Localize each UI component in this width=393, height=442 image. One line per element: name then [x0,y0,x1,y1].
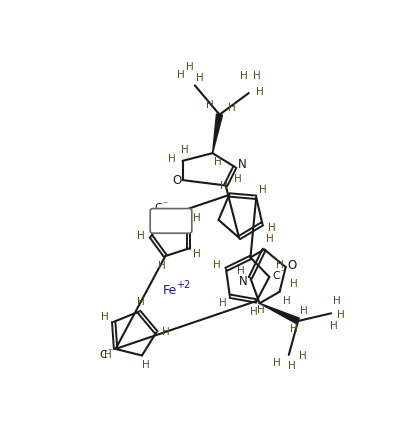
Text: ⁻: ⁻ [281,268,286,278]
Text: H: H [240,71,248,81]
Text: H: H [332,296,340,306]
Text: H: H [219,298,226,308]
Text: H: H [337,310,345,320]
Text: H: H [299,351,307,362]
Text: H: H [250,307,257,317]
Text: H: H [220,181,228,191]
Text: H: H [256,87,263,96]
Text: H: H [213,259,221,270]
Text: H: H [257,305,265,315]
Polygon shape [259,303,299,324]
Text: H: H [104,351,112,360]
Text: H: H [137,231,145,241]
Text: C: C [154,203,162,213]
Text: H: H [177,69,185,80]
Text: H: H [193,213,200,223]
Text: H: H [234,174,242,183]
Text: H: H [193,249,200,259]
Text: H: H [276,260,284,270]
Polygon shape [213,114,222,153]
Text: H: H [290,279,297,289]
Text: O: O [173,174,182,187]
Text: H: H [283,296,291,306]
Text: N: N [239,275,248,288]
Text: +2: +2 [176,280,191,290]
Text: H: H [330,320,337,331]
Text: ⁻: ⁻ [163,200,168,210]
Text: H: H [268,223,275,232]
Text: H: H [266,234,274,244]
Text: H: H [290,324,297,334]
Text: H: H [196,72,204,83]
Text: ⁻: ⁻ [108,347,113,358]
Text: N: N [237,158,246,171]
Text: H: H [138,297,145,307]
Text: H: H [168,154,176,164]
Text: Abs: Abs [161,216,181,226]
Text: H: H [253,71,260,81]
Text: H: H [206,100,214,110]
Text: H: H [158,261,166,271]
Text: H: H [288,361,296,371]
Text: H: H [228,103,236,114]
Text: H: H [300,306,308,316]
Text: H: H [259,185,267,195]
FancyBboxPatch shape [150,209,192,233]
Text: H: H [181,145,189,155]
Text: Fe: Fe [162,284,176,297]
Text: O: O [287,259,296,272]
Text: H: H [273,358,280,368]
Text: H: H [162,327,170,337]
Text: H: H [101,312,109,321]
Text: C: C [272,271,280,281]
Text: H: H [237,266,245,276]
Text: H: H [214,157,222,168]
Text: C: C [99,350,107,360]
Text: H: H [142,360,150,370]
Text: H: H [186,62,194,72]
